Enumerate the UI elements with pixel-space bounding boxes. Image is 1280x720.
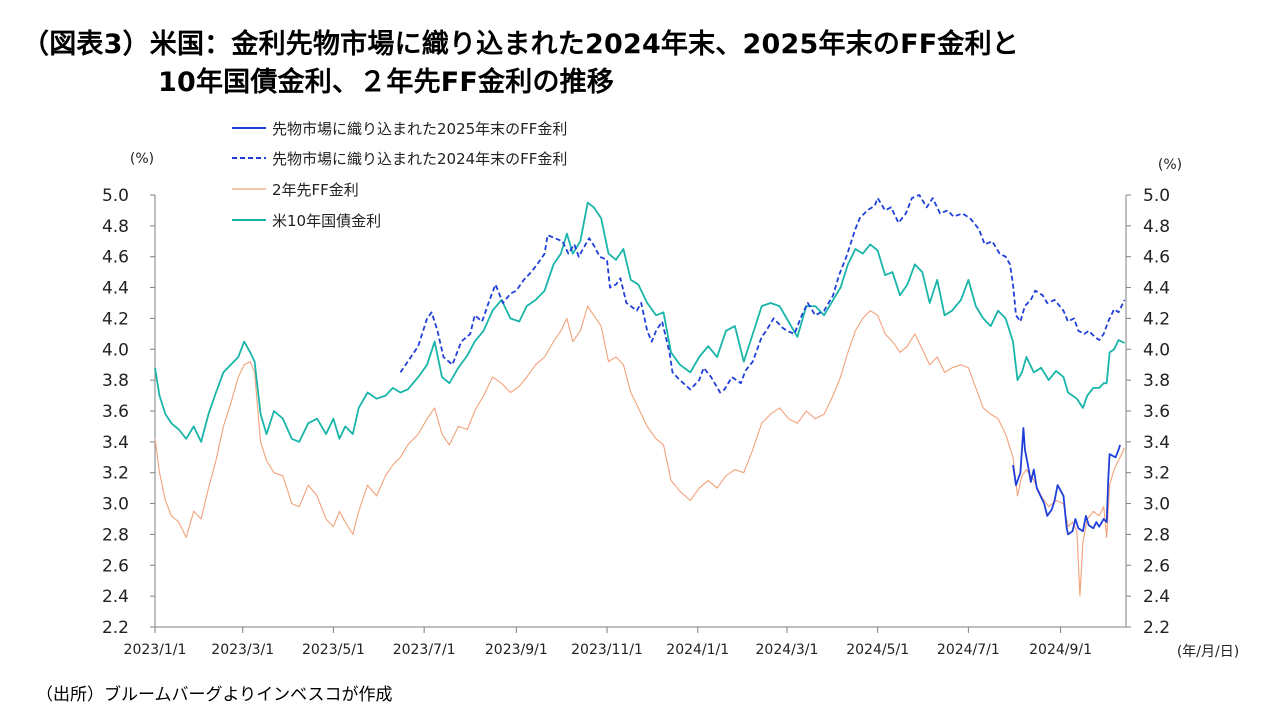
y-tick-label-left: 2.2 [102, 618, 129, 638]
y-tick-label-left: 3.6 [102, 402, 129, 422]
y-tick-label-right: 4.8 [1143, 217, 1170, 237]
x-tick-label: 2024/5/1 [846, 642, 909, 658]
y-tick-label-left: 3.0 [102, 495, 129, 515]
y-tick-label-left: 3.2 [102, 464, 129, 484]
y-tick-label-right: 4.2 [1143, 309, 1170, 329]
y-tick-label-right: 2.6 [1143, 556, 1170, 576]
y-tick-label-right: 4.6 [1143, 248, 1170, 268]
y-tick-label-right: 3.4 [1143, 433, 1170, 453]
y-tick-label-right: 4.4 [1143, 279, 1170, 299]
y-tick-label-left: 5.0 [102, 186, 129, 206]
y-tick-label-right: 3.0 [1143, 495, 1170, 515]
x-tick-label: 2024/1/1 [666, 642, 729, 658]
chart-title-line-2: 10年国債金利、２年先FF金利の推移 [158, 67, 615, 98]
y-tick-label-right: 2.4 [1143, 587, 1170, 607]
legend-entry: 先物市場に織り込まれた2024年末のFF金利 [272, 150, 567, 168]
y-tick-label-left: 4.0 [102, 340, 129, 360]
x-tick-label: 2023/1/1 [124, 642, 187, 658]
x-tick-label: 2024/9/1 [1029, 642, 1092, 658]
series-line-0 [1012, 427, 1121, 536]
y-tick-label-right: 4.0 [1143, 340, 1170, 360]
y-tick-label-left: 2.4 [102, 587, 129, 607]
y-tick-label-right: 5.0 [1143, 186, 1170, 206]
chart-title-line-1: （図表3）米国：金利先物市場に織り込まれた2024年末、2025年末のFF金利と [22, 29, 1019, 60]
x-tick-label: 2024/3/1 [756, 642, 819, 658]
y-tick-label-left: 4.6 [102, 248, 129, 268]
y-tick-label-left: 4.2 [102, 309, 129, 329]
x-tick-label: 2023/9/1 [485, 642, 548, 658]
y-unit-left: (%) [130, 151, 154, 167]
series-line-3 [154, 201, 1125, 443]
x-tick-label: 2023/11/1 [571, 642, 643, 658]
y-tick-label-left: 2.6 [102, 556, 129, 576]
legend-entry: 2年先FF金利 [272, 181, 359, 199]
y-tick-label-right: 3.2 [1143, 464, 1170, 484]
y-tick-label-left: 4.8 [102, 217, 129, 237]
y-tick-label-right: 3.6 [1143, 402, 1170, 422]
legend-entry: 先物市場に織り込まれた2025年末のFF金利 [272, 120, 567, 138]
y-tick-label-right: 2.8 [1143, 525, 1170, 545]
x-tick-label: 2024/7/1 [937, 642, 1000, 658]
x-tick-label: 2023/7/1 [393, 642, 456, 658]
x-tick-label: 2023/3/1 [211, 642, 274, 658]
y-tick-label-left: 3.4 [102, 433, 129, 453]
y-tick-label-left: 4.4 [102, 279, 129, 299]
x-unit-label: (年/月/日) [1177, 644, 1239, 660]
x-tick-label: 2023/5/1 [302, 642, 365, 658]
legend: 先物市場に織り込まれた2025年末のFF金利先物市場に織り込まれた2024年末の… [232, 120, 567, 230]
source-note: （出所）ブルームバーグよりインベスコが作成 [36, 685, 393, 705]
y-tick-label-left: 2.8 [102, 525, 129, 545]
axes: 5.0 5.0 4.8 4.8 4.6 4.6 4.4 4.4 4.2 4.2 4.0 4.0 3.8 3… [102, 151, 1239, 660]
y-tick-label-left: 3.8 [102, 371, 129, 391]
series-line-2 [154, 305, 1125, 597]
series-layer [154, 194, 1126, 597]
y-unit-right: (%) [1158, 157, 1182, 173]
y-tick-label-right: 3.8 [1143, 371, 1170, 391]
legend-entry: 米10年国債金利 [272, 212, 381, 230]
y-tick-label-right: 2.2 [1143, 618, 1170, 638]
